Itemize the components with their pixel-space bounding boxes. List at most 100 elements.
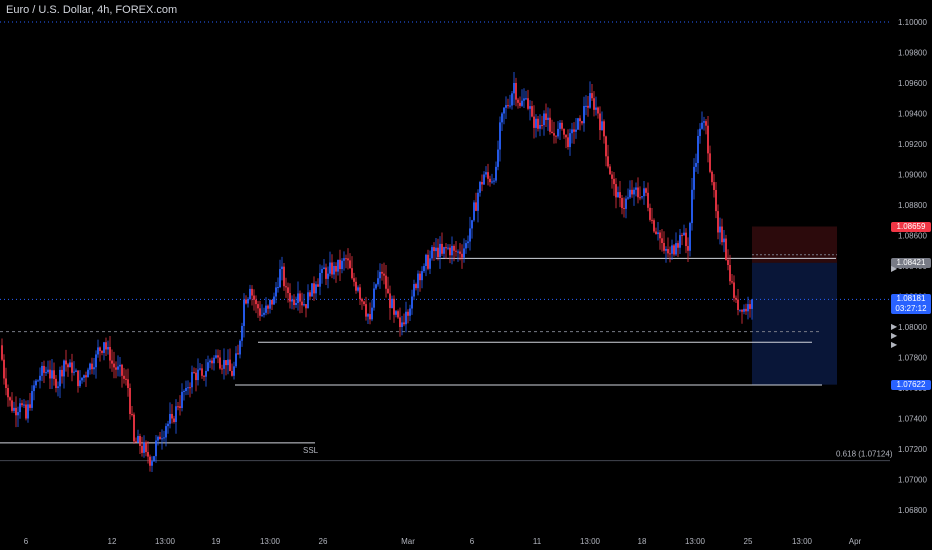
candle-body <box>685 232 687 247</box>
candle-body <box>277 287 279 289</box>
candle-body <box>703 121 705 123</box>
candle-body <box>25 404 27 419</box>
candle-body <box>377 278 379 285</box>
candle-body <box>245 299 247 304</box>
axis-arrow-icon[interactable]: ▶ <box>891 322 898 331</box>
y-tick-label: 1.08800 <box>898 201 927 210</box>
candle-body <box>151 461 153 466</box>
candle-body <box>529 106 531 109</box>
candle-body <box>709 153 711 172</box>
candle-body <box>169 413 171 424</box>
candle-body <box>571 129 573 134</box>
candle-body <box>693 166 695 190</box>
candle-body <box>511 93 513 106</box>
price-badge: 1.08421 <box>891 257 931 268</box>
candle-body <box>449 247 451 256</box>
candle-body <box>215 355 217 358</box>
candle-body <box>505 105 507 108</box>
candle-body <box>631 189 633 195</box>
candle-body <box>163 437 165 439</box>
candle-body <box>497 149 499 167</box>
x-tick-label: 13:00 <box>792 537 813 546</box>
candle-body <box>599 113 601 131</box>
candle-body <box>539 125 541 129</box>
candle-body <box>131 413 133 415</box>
y-tick-label: 1.09200 <box>898 140 927 149</box>
candle-body <box>355 281 357 291</box>
candle-body <box>669 253 671 255</box>
candle-body <box>45 372 47 374</box>
y-tick-label: 1.08600 <box>898 232 927 241</box>
candle-body <box>261 314 263 316</box>
candle-body <box>515 83 517 100</box>
candle-body <box>453 245 455 251</box>
candle-body <box>321 269 323 273</box>
candle-body <box>43 365 45 373</box>
candle-body <box>719 226 721 233</box>
target-zone <box>752 262 837 385</box>
candle-body <box>105 342 107 350</box>
candle-body <box>303 304 305 306</box>
candle-body <box>115 367 117 370</box>
candle-body <box>615 184 617 198</box>
candle-body <box>235 353 237 367</box>
candle-body <box>649 207 651 220</box>
candle-body <box>623 208 625 210</box>
candle-body <box>701 122 703 129</box>
candle-body <box>641 196 643 198</box>
candle-body <box>299 293 301 302</box>
candle-body <box>463 248 465 258</box>
candle-body <box>671 245 673 254</box>
candle-body <box>49 369 51 379</box>
candle-body <box>675 243 677 255</box>
candle-body <box>653 220 655 232</box>
candle-body <box>715 190 717 212</box>
candle-body <box>429 258 431 269</box>
axis-arrow-icon[interactable]: ▶ <box>891 331 898 341</box>
candle-body <box>467 241 469 244</box>
y-tick-label: 1.08000 <box>898 323 927 332</box>
candle-body <box>287 287 289 293</box>
candle-body <box>317 284 319 287</box>
candle-body <box>433 247 435 252</box>
candle-body <box>721 226 723 243</box>
candle-body <box>207 362 209 371</box>
candle-body <box>19 403 21 413</box>
candle-body <box>699 128 701 136</box>
candle-body <box>441 243 443 254</box>
candle-body <box>667 249 669 254</box>
candle-body <box>7 388 9 398</box>
candle-body <box>607 156 609 167</box>
candle-body <box>243 299 245 326</box>
candle-body <box>181 391 183 408</box>
candle-body <box>609 166 611 175</box>
candle-body <box>363 301 365 305</box>
axis-arrow-icon[interactable]: ▶ <box>891 264 898 274</box>
candle-body <box>491 181 493 183</box>
candle-body <box>397 311 399 318</box>
candle-body <box>273 296 275 305</box>
candle-body <box>365 304 367 317</box>
candle-body <box>83 375 85 378</box>
candle-body <box>275 287 277 297</box>
candle-body <box>205 370 207 377</box>
candle-body <box>71 362 73 373</box>
candle-body <box>343 258 345 261</box>
candle-body <box>383 273 385 276</box>
candle-body <box>597 107 599 114</box>
candle-body <box>327 273 329 279</box>
candle-body <box>645 188 647 193</box>
candle-body <box>279 269 281 288</box>
y-tick-label: 1.10000 <box>898 18 927 27</box>
candle-body <box>581 121 583 124</box>
candle-body <box>663 243 665 251</box>
candle-body <box>425 254 427 266</box>
axis-arrow-icon[interactable]: ▶ <box>891 340 898 350</box>
candle-body <box>527 98 529 109</box>
y-tick-label: 1.09800 <box>898 49 927 58</box>
candle-body <box>281 266 283 270</box>
candle-body <box>525 98 527 100</box>
candle-body <box>159 436 161 440</box>
